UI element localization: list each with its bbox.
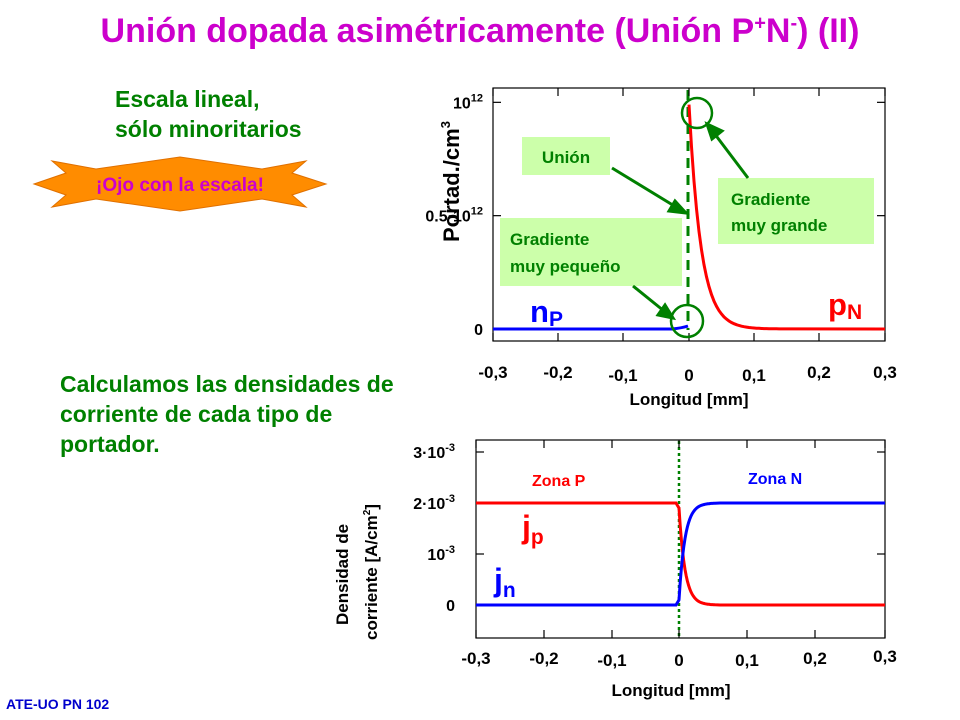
chart2-x-tick-label: -0,1 bbox=[597, 651, 626, 670]
title-text: Unión dopada asimétricamente (Unión P bbox=[100, 12, 755, 50]
arrow-union-head bbox=[666, 198, 690, 215]
warning-badge: ¡Ojo con la escala! bbox=[32, 156, 328, 212]
chart2-y-tick-label: 0 bbox=[446, 598, 455, 615]
chart2-x-tick-label: 0,2 bbox=[803, 649, 827, 668]
series-nP-label: nP bbox=[530, 294, 563, 331]
arrow-small-gradient-head bbox=[655, 302, 677, 321]
series-jn-line bbox=[476, 501, 885, 607]
chart1-y-label: Portad./cm3 bbox=[438, 121, 464, 242]
highlight-circle-bottom bbox=[669, 303, 705, 339]
chart1-x-label: Longitud [mm] bbox=[630, 390, 749, 409]
arrow-big-gradient-head bbox=[704, 121, 725, 142]
arrow-big-gradient bbox=[712, 132, 750, 179]
series-jn-label: jn bbox=[493, 562, 516, 602]
calc-text: Calculamos las densidades de corriente d… bbox=[60, 371, 394, 457]
chart1-x-tick-label: 0,2 bbox=[807, 363, 831, 382]
callout-union-box bbox=[522, 137, 610, 175]
slide-title: Unión dopada asimétricamente (Unión P+N-… bbox=[0, 12, 960, 51]
chart2-y-tick-label: 2·10-3 bbox=[413, 493, 455, 513]
chart1-y-tick-label: 0.5·1012 bbox=[425, 206, 483, 226]
chart2-y-ticks: 010-32·10-33·10-3 bbox=[413, 442, 885, 615]
callout-big-gradient-line1: Gradiente bbox=[731, 190, 810, 209]
series-nP-line bbox=[493, 324, 689, 331]
chart2-x-tick-label: -0,3 bbox=[461, 649, 490, 668]
chart2-x-label: Longitud [mm] bbox=[612, 681, 731, 700]
chart1-x-tick-label: 0,3 bbox=[873, 363, 897, 382]
scale-note: Escala lineal, sólo minoritarios bbox=[115, 84, 302, 144]
title-sup-minus: - bbox=[790, 12, 798, 35]
arrow-small-gradient bbox=[632, 284, 665, 313]
callout-small-gradient-line1: Gradiente bbox=[510, 230, 589, 249]
callout-small-gradient-box bbox=[500, 218, 682, 286]
chart1-x-tick-label: -0,2 bbox=[543, 363, 572, 382]
chart2-plot-frame bbox=[475, 439, 886, 639]
chart1-x-ticks: -0,3 -0,2 -0,1 0 0,1 0,2 0,3 bbox=[478, 88, 897, 385]
chart2-x-ticks: -0,3 -0,2 -0,1 0 0,1 0,2 0,3 bbox=[461, 440, 897, 670]
series-pN-line bbox=[687, 104, 886, 331]
chart1-y-tick-label: 0 bbox=[474, 322, 483, 339]
chart2-x-tick-label: -0,2 bbox=[529, 649, 558, 668]
title-sup-plus: + bbox=[754, 12, 766, 35]
zone-n-label: Zona N bbox=[748, 471, 802, 488]
callout-union-text: Unión bbox=[542, 148, 590, 167]
series-pN-label: pN bbox=[828, 287, 862, 324]
chart1-x-tick-label: -0,3 bbox=[478, 363, 507, 382]
chart2-x-tick-label: 0,1 bbox=[735, 651, 759, 670]
chart1-x-tick-label: 0 bbox=[684, 366, 693, 385]
title-n: N bbox=[765, 12, 791, 50]
title-end: ) (II) bbox=[797, 12, 860, 50]
highlight-circle-top bbox=[680, 96, 714, 130]
chart2-x-tick-label: 0 bbox=[674, 651, 683, 670]
series-jp-line bbox=[476, 501, 885, 607]
scale-note-line1: Escala lineal, bbox=[115, 86, 260, 112]
callout-big-gradient-line2: muy grande bbox=[731, 216, 827, 235]
badge-burst-shape bbox=[32, 156, 328, 212]
series-jp-label: jp bbox=[521, 509, 544, 549]
chart2-y-label-line1: Densidad de bbox=[333, 524, 352, 625]
chart1-plot-frame bbox=[492, 87, 886, 342]
footer-id: ATE-UO PN 102 bbox=[6, 696, 110, 712]
chart2-y-tick-label: 10-3 bbox=[427, 544, 455, 564]
callout-small-gradient-line2: muy pequeño bbox=[510, 257, 621, 276]
callout-big-gradient-box bbox=[718, 178, 874, 244]
chart1-y-ticks: 0 0.5·1012 1012 bbox=[425, 92, 885, 339]
arrow-union bbox=[611, 166, 677, 209]
chart1-x-tick-label: 0,1 bbox=[742, 366, 766, 385]
chart1-y-tick-label: 1012 bbox=[453, 92, 483, 112]
badge-text: ¡Ojo con la escala! bbox=[96, 175, 264, 196]
chart2-x-tick-label: 0,3 bbox=[873, 647, 897, 666]
zone-p-label: Zona P bbox=[532, 473, 586, 490]
chart1-x-tick-label: -0,1 bbox=[608, 366, 637, 385]
chart2-y-label-line2: corriente [A/cm2] bbox=[362, 504, 381, 640]
scale-note-line2: sólo minoritarios bbox=[115, 116, 302, 142]
